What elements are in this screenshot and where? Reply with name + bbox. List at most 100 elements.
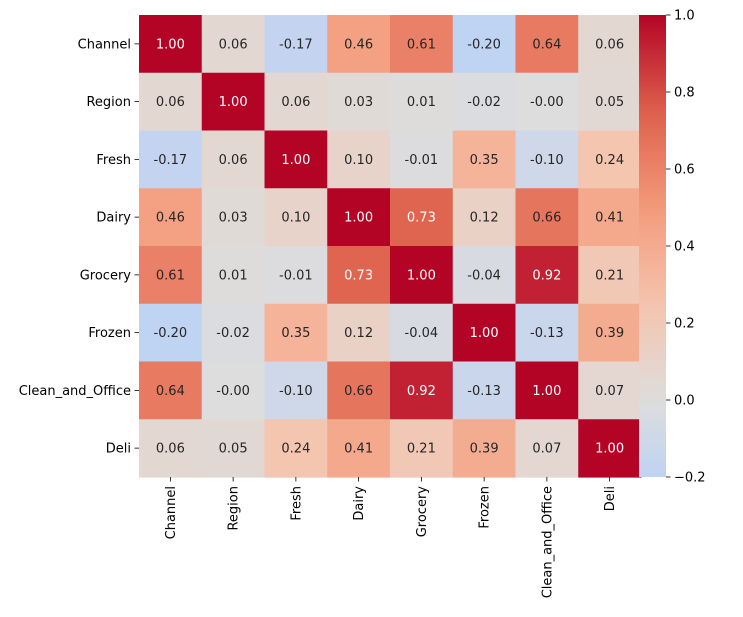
cell-frozen-frozen <box>452 303 517 363</box>
cell-value-frozen-deli: 0.39 <box>595 326 624 341</box>
colorbar-tick-label: 1.0 <box>674 9 695 24</box>
cell-channel-region <box>201 15 266 74</box>
cell-dairy-clean-and-office <box>515 188 579 247</box>
cell-grocery-region <box>201 246 266 305</box>
cell-channel-dairy <box>327 15 391 74</box>
cell-value-grocery-region: 0.01 <box>219 268 248 283</box>
cell-dairy-channel <box>139 188 203 247</box>
y-tick-label-fresh: Fresh <box>96 153 131 168</box>
cell-value-deli-dairy: 0.41 <box>344 442 373 457</box>
cell-value-channel-clean-and-office: 0.64 <box>532 37 561 52</box>
cell-value-fresh-frozen: 0.35 <box>470 153 499 168</box>
cell-value-frozen-fresh: 0.35 <box>281 326 310 341</box>
cell-channel-fresh <box>264 15 328 74</box>
cell-channel-frozen <box>452 15 517 74</box>
cell-value-dairy-clean-and-office: 0.66 <box>532 211 561 226</box>
cell-value-grocery-fresh: -0.01 <box>279 268 313 283</box>
cell-value-clean-and-office-frozen: -0.13 <box>467 384 501 399</box>
cell-value-clean-and-office-clean-and-office: 1.00 <box>532 384 561 399</box>
cell-frozen-dairy <box>327 303 391 363</box>
cell-region-channel <box>139 72 203 132</box>
cell-value-dairy-dairy: 1.00 <box>344 211 373 226</box>
cell-fresh-frozen <box>452 130 517 189</box>
cell-clean-and-office-region <box>201 361 266 420</box>
heatmap-cells <box>139 15 642 478</box>
cell-value-frozen-channel: -0.20 <box>154 326 188 341</box>
cell-value-fresh-region: 0.06 <box>219 153 248 168</box>
cell-dairy-region <box>201 188 266 247</box>
cell-value-grocery-dairy: 0.73 <box>344 268 373 283</box>
cell-value-clean-and-office-channel: 0.64 <box>156 384 185 399</box>
cell-region-region <box>201 72 266 132</box>
cell-frozen-region <box>201 303 266 363</box>
x-tick-label-fresh: Fresh <box>289 486 304 521</box>
cell-dairy-frozen <box>452 188 517 247</box>
cell-value-region-deli: 0.05 <box>595 95 624 110</box>
cell-deli-frozen <box>452 419 517 478</box>
colorbar-tick-label: 0.0 <box>674 394 695 409</box>
cell-value-clean-and-office-grocery: 0.92 <box>407 384 436 399</box>
cell-value-grocery-deli: 0.21 <box>595 268 624 283</box>
cell-value-grocery-frozen: -0.04 <box>467 268 501 283</box>
cell-value-grocery-grocery: 1.00 <box>407 268 436 283</box>
cell-value-deli-channel: 0.06 <box>156 442 185 457</box>
cell-value-frozen-dairy: 0.12 <box>344 326 373 341</box>
x-tick-label-frozen: Frozen <box>478 486 493 529</box>
cell-value-region-channel: 0.06 <box>156 95 185 110</box>
cell-fresh-deli <box>578 130 642 189</box>
x-tick-label-dairy: Dairy <box>352 486 367 521</box>
colorbar-tick-label: 0.6 <box>674 163 695 178</box>
cell-frozen-grocery <box>390 303 454 363</box>
cell-value-region-dairy: 0.03 <box>344 95 373 110</box>
cell-value-fresh-dairy: 0.10 <box>344 153 373 168</box>
cell-value-clean-and-office-deli: 0.07 <box>595 384 624 399</box>
cell-region-clean-and-office <box>515 72 579 132</box>
cell-deli-clean-and-office <box>515 419 579 478</box>
y-tick-label-grocery: Grocery <box>80 268 132 283</box>
cell-value-frozen-frozen: 1.00 <box>470 326 499 341</box>
colorbar: −0.2 0.0 0.2 0.4 0.6 0.8 1.0 <box>639 9 706 486</box>
cell-clean-and-office-deli <box>578 361 642 420</box>
cell-value-channel-fresh: -0.17 <box>279 37 313 52</box>
cell-fresh-fresh <box>264 130 328 189</box>
cell-value-clean-and-office-fresh: -0.10 <box>279 384 313 399</box>
cell-dairy-grocery <box>390 188 454 247</box>
cell-fresh-grocery <box>390 130 454 189</box>
y-tick-label-clean-and-office: Clean_and_Office <box>19 384 131 399</box>
y-tick-label-deli: Deli <box>106 442 131 457</box>
cell-value-channel-channel: 1.00 <box>156 37 185 52</box>
cell-grocery-deli <box>578 246 642 305</box>
cell-grocery-clean-and-office <box>515 246 579 305</box>
cell-clean-and-office-fresh <box>264 361 328 420</box>
cell-clean-and-office-grocery <box>390 361 454 420</box>
cell-value-region-grocery: 0.01 <box>407 95 436 110</box>
y-tick-label-region: Region <box>86 95 131 110</box>
cell-deli-dairy <box>327 419 391 478</box>
cell-value-region-clean-and-office: -0.00 <box>530 95 564 110</box>
cell-grocery-frozen <box>452 246 517 305</box>
cell-clean-and-office-frozen <box>452 361 517 420</box>
cell-value-region-fresh: 0.06 <box>281 95 310 110</box>
cell-value-dairy-frozen: 0.12 <box>470 211 499 226</box>
cell-value-channel-dairy: 0.46 <box>344 37 373 52</box>
cell-value-region-region: 1.00 <box>219 95 248 110</box>
cell-frozen-fresh <box>264 303 328 363</box>
colorbar-tick-label: 0.8 <box>674 86 695 101</box>
cell-region-grocery <box>390 72 454 132</box>
cell-value-deli-deli: 1.00 <box>595 442 624 457</box>
cell-value-dairy-channel: 0.46 <box>156 211 185 226</box>
cell-value-fresh-fresh: 1.00 <box>281 153 310 168</box>
cell-value-dairy-grocery: 0.73 <box>407 211 436 226</box>
cell-value-clean-and-office-region: -0.00 <box>216 384 250 399</box>
colorbar-tick-label: 0.4 <box>674 240 695 255</box>
y-tick-label-dairy: Dairy <box>96 211 131 226</box>
cell-value-channel-region: 0.06 <box>219 37 248 52</box>
cell-value-deli-frozen: 0.39 <box>470 442 499 457</box>
cell-value-deli-clean-and-office: 0.07 <box>532 442 561 457</box>
heatmap-annotations: 1.00 0.06 -0.17 0.46 0.61 -0.20 0.64 0.06 0.06 1.… <box>154 37 625 456</box>
cell-value-dairy-deli: 0.41 <box>595 211 624 226</box>
cell-deli-fresh <box>264 419 328 478</box>
cell-value-channel-deli: 0.06 <box>595 37 624 52</box>
cell-value-grocery-channel: 0.61 <box>156 268 185 283</box>
cell-frozen-clean-and-office <box>515 303 579 363</box>
